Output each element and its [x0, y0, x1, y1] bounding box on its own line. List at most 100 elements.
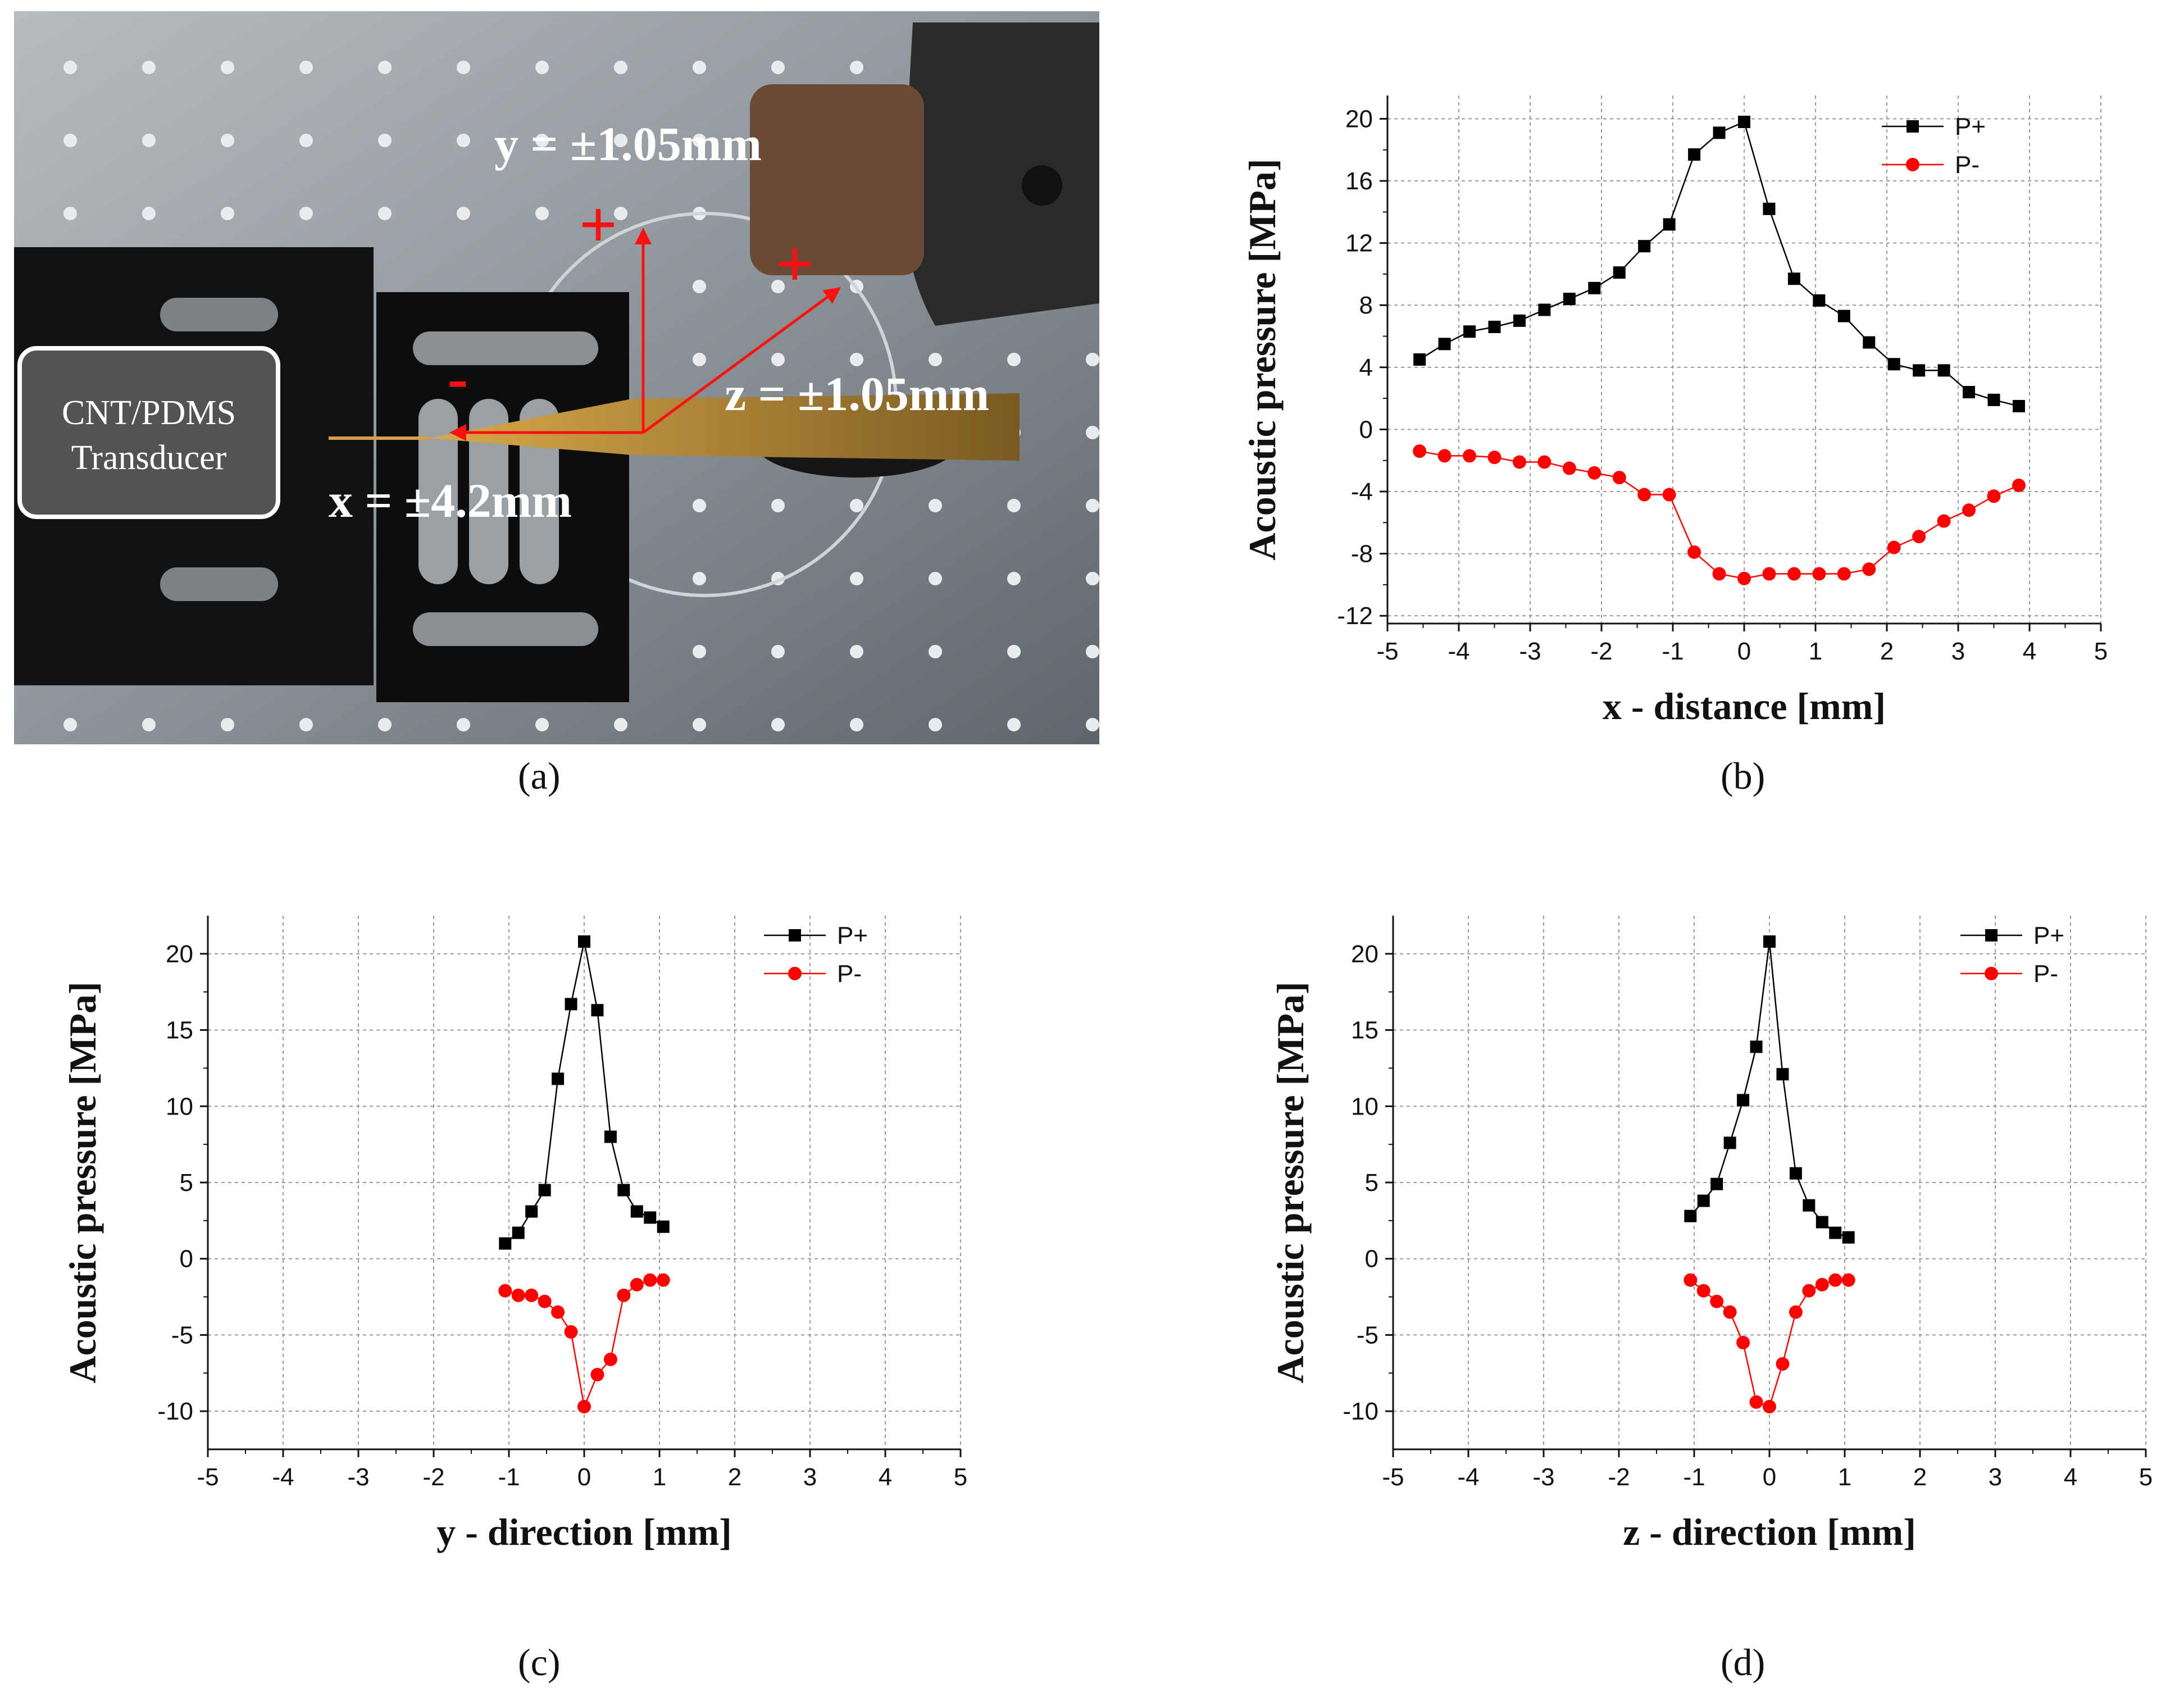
x-tick-label: 4 [879, 1463, 892, 1491]
table-hole [771, 718, 785, 731]
table-hole [535, 207, 549, 220]
y-tick-label: 12 [1345, 230, 1373, 257]
x-tick-label: -5 [197, 1463, 219, 1491]
data-point-p-plus [644, 1211, 657, 1224]
table-hole [299, 134, 313, 147]
table-hole [614, 134, 627, 147]
y-tick-label: -12 [1337, 602, 1373, 630]
x-tick-label: 3 [1951, 638, 1965, 665]
holder-screw [1022, 165, 1062, 206]
data-point-p-minus [1763, 1400, 1776, 1413]
data-point-p-minus [617, 1288, 631, 1302]
y-axis-title: Acoustic pressure [MPa] [1269, 981, 1312, 1383]
data-point-p-minus [1723, 1305, 1737, 1319]
data-point-p-plus [1638, 240, 1651, 253]
table-hole [221, 134, 234, 147]
data-point-p-minus [1841, 1273, 1855, 1287]
data-point-p-minus [1712, 567, 1726, 581]
table-hole [771, 645, 785, 658]
caption-c: (c) [518, 1641, 561, 1684]
x-tick-label: 4 [2064, 1463, 2077, 1491]
y-tick-label: 5 [1365, 1169, 1378, 1197]
data-point-p-plus [1763, 935, 1776, 948]
x-tick-label: -2 [422, 1463, 444, 1491]
x-tick-label: 0 [1737, 638, 1751, 665]
x-tick-label: -3 [1519, 638, 1541, 665]
transducer-label-line2: Transducer [71, 439, 227, 477]
y-tick-label: -8 [1351, 540, 1373, 568]
table-hole [221, 61, 234, 74]
data-point-p-minus [1815, 1277, 1829, 1291]
x-tick-label: 4 [2023, 638, 2036, 665]
x-tick-label: -5 [1376, 638, 1398, 665]
data-point-p-plus [565, 998, 577, 1011]
data-point-p-minus [564, 1325, 578, 1339]
experimental-setup-photo: CNT/PDMS Transducer + + - y = ±1.05mm z … [14, 11, 1099, 744]
data-point-p-plus [591, 1004, 604, 1017]
data-point-p-plus [1787, 272, 1800, 285]
table-hole [378, 61, 392, 74]
data-point-p-plus [1513, 314, 1526, 327]
table-hole [850, 718, 863, 731]
data-point-p-minus [1789, 1305, 1803, 1319]
data-point-p-minus [1437, 449, 1452, 463]
minus-sign-x: - [448, 344, 468, 412]
data-point-p-plus [1750, 1040, 1763, 1053]
table-hole [614, 207, 627, 220]
x-tick-label: -4 [1448, 638, 1469, 665]
data-point-p-plus [1663, 218, 1676, 231]
data-point-p-plus [1776, 1068, 1789, 1081]
table-hole [850, 499, 863, 512]
y-tick-label: 4 [1359, 354, 1373, 381]
data-point-p-minus [1862, 562, 1876, 576]
y-tick-label: -5 [171, 1321, 193, 1349]
legend-marker-circle [1985, 967, 1998, 980]
data-point-p-minus [551, 1305, 565, 1319]
data-point-p-plus [1588, 281, 1601, 294]
mount-slot [413, 331, 598, 365]
data-point-p-minus [590, 1368, 604, 1381]
data-point-p-plus [1488, 320, 1501, 333]
data-point-p-minus [1487, 451, 1502, 465]
table-hole [1086, 645, 1099, 658]
table-hole [63, 207, 77, 220]
table-hole [142, 207, 156, 220]
hydrophone-holder [902, 22, 1099, 326]
x-tick-label: 2 [1880, 638, 1894, 665]
y-tick-label: 5 [180, 1169, 193, 1197]
table-hole [299, 61, 313, 74]
table-hole [1086, 718, 1099, 731]
data-point-p-minus [1562, 461, 1576, 475]
table-hole [693, 718, 706, 731]
table-hole [771, 280, 785, 293]
y-tick-label: 16 [1345, 167, 1373, 195]
data-point-p-minus [1662, 488, 1676, 502]
needle-hydrophone [430, 393, 1020, 461]
data-point-p-plus [1913, 364, 1926, 377]
table-hole [929, 353, 942, 366]
data-point-p-plus [1713, 126, 1726, 139]
x-tick-label: 0 [1763, 1463, 1776, 1491]
data-point-p-plus [1813, 294, 1826, 307]
data-point-p-plus [1710, 1177, 1723, 1190]
table-hole [535, 61, 549, 74]
y-tick-label: -10 [157, 1398, 193, 1425]
table-hole [771, 61, 785, 74]
data-point-p-plus [1538, 303, 1551, 316]
table-hole [378, 207, 392, 220]
table-hole [221, 718, 234, 731]
data-point-p-plus [1463, 325, 1476, 338]
data-point-p-minus [1887, 540, 1901, 554]
x-tick-label: 5 [2139, 1463, 2153, 1491]
data-point-p-minus [1612, 471, 1626, 485]
data-point-p-minus [2012, 478, 2026, 492]
y-tick-label: 0 [1365, 1245, 1378, 1273]
plus-sign-y: + [579, 187, 617, 262]
mount-slot [160, 298, 278, 331]
x-axis-title: x - distance [mm] [1603, 685, 1886, 727]
caption-d: (d) [1721, 1641, 1766, 1684]
data-point-p-minus [1736, 1336, 1750, 1349]
